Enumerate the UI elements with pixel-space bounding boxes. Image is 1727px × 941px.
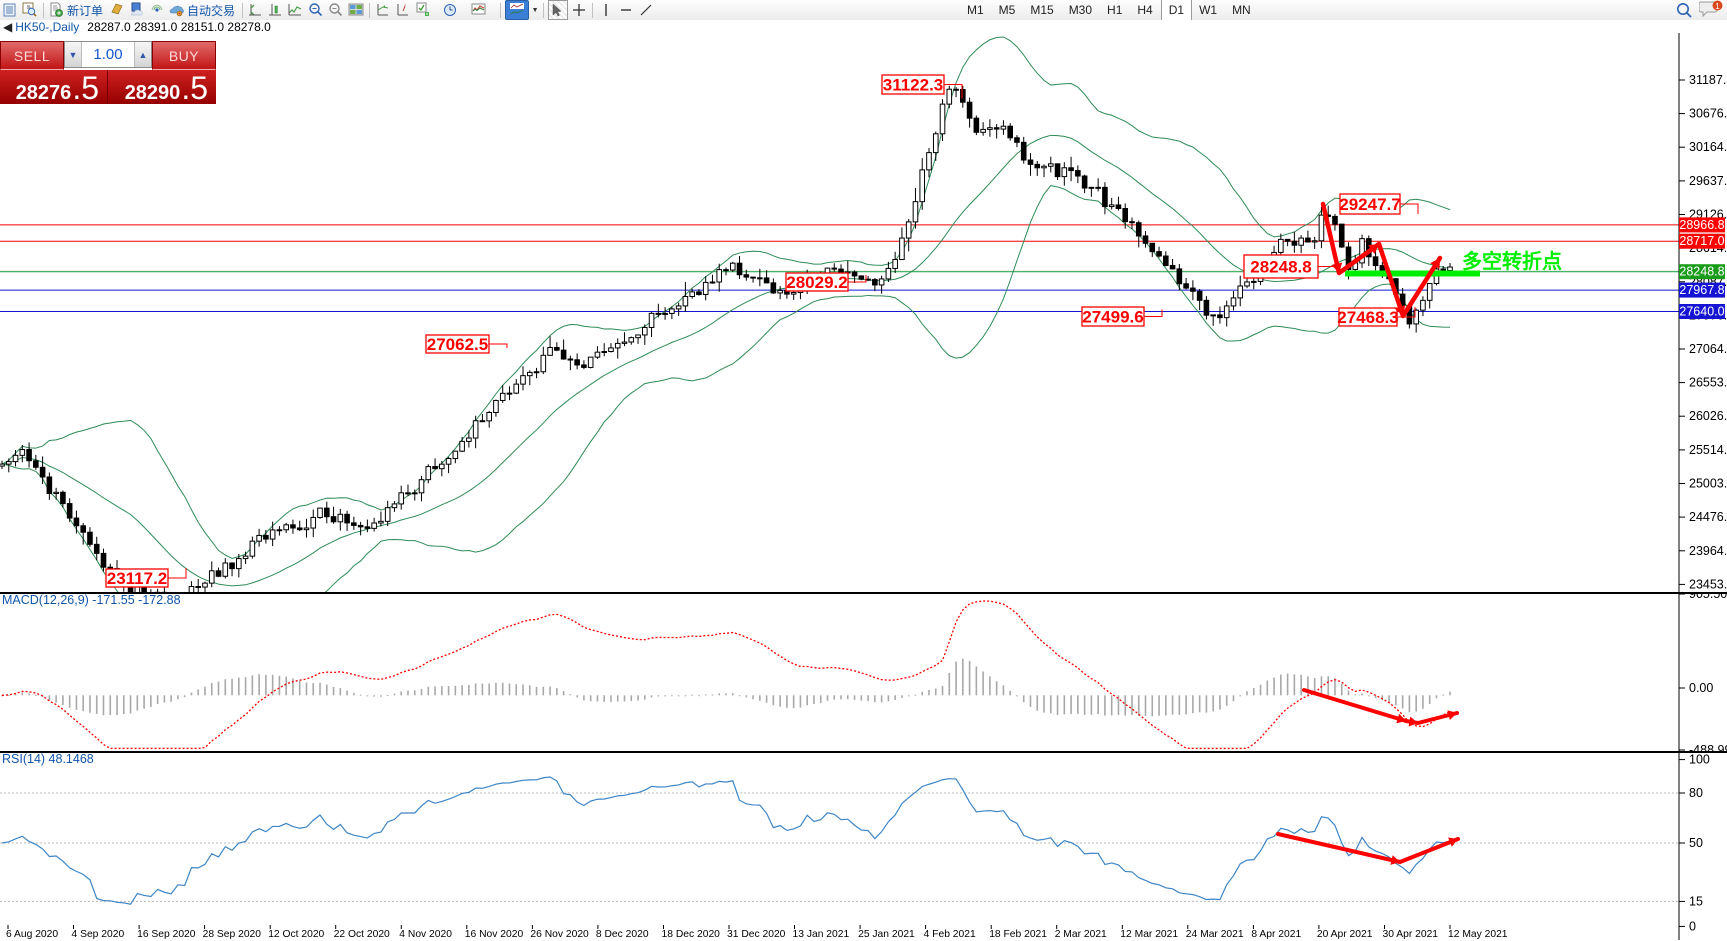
svg-text:MACD(12,26,9) -171.55 -172.88: MACD(12,26,9) -171.55 -172.88 bbox=[2, 593, 181, 607]
svg-text:1: 1 bbox=[1715, 2, 1720, 11]
svg-text:27064.5: 27064.5 bbox=[1689, 342, 1727, 356]
svg-text:20 Apr 2021: 20 Apr 2021 bbox=[1317, 929, 1373, 940]
svg-text:2 Mar 2021: 2 Mar 2021 bbox=[1055, 929, 1107, 940]
svg-text:24 Mar 2021: 24 Mar 2021 bbox=[1186, 929, 1244, 940]
svg-text:26 Nov 2020: 26 Nov 2020 bbox=[530, 929, 589, 940]
svg-text:30676.0: 30676.0 bbox=[1689, 107, 1727, 121]
svg-text:27062.5: 27062.5 bbox=[427, 335, 488, 354]
svg-text:12 May 2021: 12 May 2021 bbox=[1448, 929, 1508, 940]
svg-text:28966.8: 28966.8 bbox=[1679, 218, 1724, 232]
svg-text:29637.5: 29637.5 bbox=[1689, 174, 1727, 188]
svg-text:16 Sep 2020: 16 Sep 2020 bbox=[137, 929, 196, 940]
svg-text:80: 80 bbox=[1689, 786, 1703, 800]
svg-text:-488.99: -488.99 bbox=[1689, 743, 1727, 751]
svg-text:8 Apr 2021: 8 Apr 2021 bbox=[1251, 929, 1301, 940]
svg-text:12 Mar 2021: 12 Mar 2021 bbox=[1120, 929, 1178, 940]
svg-text:25514.5: 25514.5 bbox=[1689, 443, 1727, 457]
svg-text:26026.0: 26026.0 bbox=[1689, 409, 1727, 423]
svg-text:50: 50 bbox=[1689, 836, 1703, 850]
svg-text:26553.0: 26553.0 bbox=[1689, 376, 1727, 390]
svg-text:27468.3: 27468.3 bbox=[1337, 308, 1398, 327]
svg-text:25 Jan 2021: 25 Jan 2021 bbox=[858, 929, 915, 940]
svg-text:4 Sep 2020: 4 Sep 2020 bbox=[72, 929, 125, 940]
svg-text:25003.0: 25003.0 bbox=[1689, 477, 1727, 491]
svg-text:12 Oct 2020: 12 Oct 2020 bbox=[268, 929, 324, 940]
svg-text:4 Nov 2020: 4 Nov 2020 bbox=[399, 929, 452, 940]
svg-text:多空转折点: 多空转折点 bbox=[1462, 249, 1562, 273]
svg-text:23964.5: 23964.5 bbox=[1689, 544, 1727, 558]
svg-text:8 Dec 2020: 8 Dec 2020 bbox=[596, 929, 649, 940]
svg-text:29247.7: 29247.7 bbox=[1339, 195, 1400, 214]
svg-text:6 Aug 2020: 6 Aug 2020 bbox=[6, 929, 58, 940]
svg-text:18 Dec 2020: 18 Dec 2020 bbox=[662, 929, 721, 940]
svg-text:28248.8: 28248.8 bbox=[1679, 265, 1724, 279]
svg-text:22 Oct 2020: 22 Oct 2020 bbox=[334, 929, 390, 940]
svg-text:100: 100 bbox=[1689, 753, 1710, 767]
svg-text:23117.2: 23117.2 bbox=[107, 569, 168, 588]
svg-text:23453.0: 23453.0 bbox=[1689, 577, 1727, 591]
svg-text:4 Feb 2021: 4 Feb 2021 bbox=[924, 929, 976, 940]
svg-text:24476.0: 24476.0 bbox=[1689, 510, 1727, 524]
svg-text:0: 0 bbox=[1689, 919, 1696, 933]
svg-text:18 Feb 2021: 18 Feb 2021 bbox=[989, 929, 1047, 940]
svg-text:28248.8: 28248.8 bbox=[1250, 258, 1311, 277]
svg-text:31122.3: 31122.3 bbox=[883, 76, 944, 95]
svg-text:31 Dec 2020: 31 Dec 2020 bbox=[727, 929, 786, 940]
svg-text:905.50: 905.50 bbox=[1689, 592, 1727, 601]
svg-text:27967.8: 27967.8 bbox=[1679, 283, 1724, 297]
svg-text:13 Jan 2021: 13 Jan 2021 bbox=[793, 929, 850, 940]
svg-text:RSI(14) 48.1468: RSI(14) 48.1468 bbox=[2, 752, 94, 766]
svg-text:28029.2: 28029.2 bbox=[786, 273, 847, 292]
svg-text:30 Apr 2021: 30 Apr 2021 bbox=[1383, 929, 1439, 940]
svg-text:27640.0: 27640.0 bbox=[1679, 305, 1724, 319]
svg-text:27499.6: 27499.6 bbox=[1082, 308, 1143, 327]
svg-text:28 Sep 2020: 28 Sep 2020 bbox=[203, 929, 262, 940]
svg-text:30164.5: 30164.5 bbox=[1689, 140, 1727, 154]
svg-text:31187.5: 31187.5 bbox=[1689, 73, 1727, 87]
svg-text:15: 15 bbox=[1689, 894, 1703, 908]
svg-text:0.00: 0.00 bbox=[1689, 681, 1713, 695]
svg-text:16 Nov 2020: 16 Nov 2020 bbox=[465, 929, 524, 940]
svg-text:28717.0: 28717.0 bbox=[1679, 234, 1724, 248]
